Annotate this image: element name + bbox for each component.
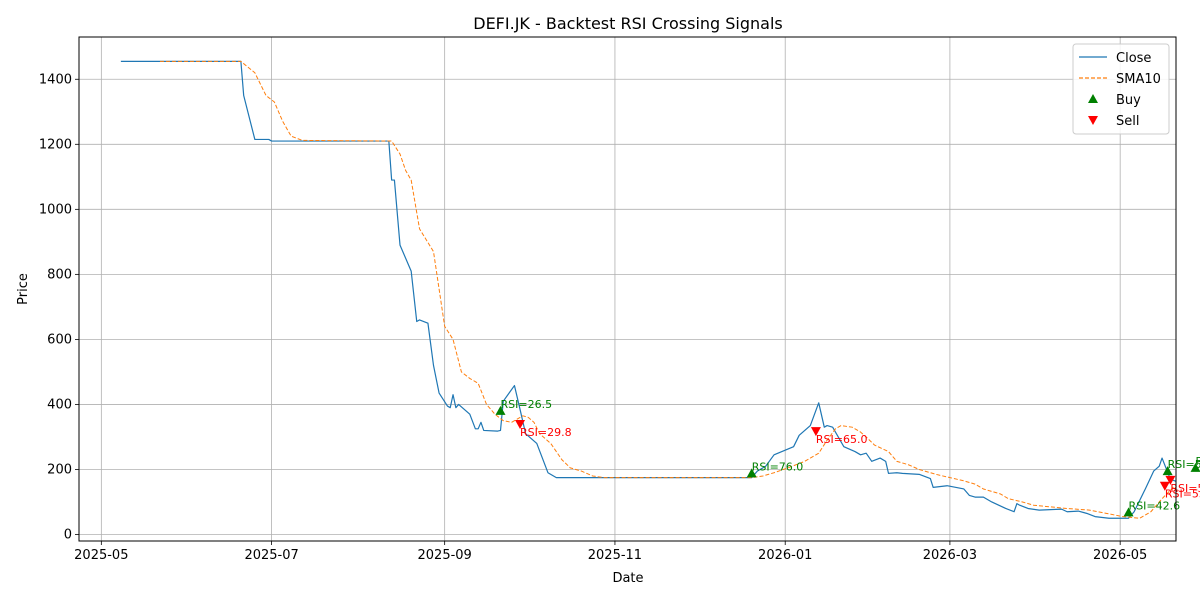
y-tick-label: 0 <box>64 527 72 542</box>
buy-marker <box>495 405 506 415</box>
y-tick-label: 1000 <box>39 202 72 217</box>
plot-frame <box>78 36 1177 542</box>
sell-marker <box>1159 481 1170 491</box>
buy-marker <box>1123 507 1134 517</box>
sell-signal-label: RSI=29.8 <box>520 426 572 439</box>
sell-marker <box>515 419 526 429</box>
sell-signal-label: RSI=57.5 <box>1170 482 1200 495</box>
legend-swatch-buy <box>1088 94 1098 103</box>
series-line-sma10 <box>159 60 1176 519</box>
buy-signal-label: RSI=42.6 <box>1129 499 1181 512</box>
chart-title: DEFI.JK - Backtest RSI Crossing Signals <box>473 14 783 33</box>
y-tick-label: 400 <box>47 397 72 412</box>
sell-signal-label: RSI=55.5 <box>1165 488 1200 501</box>
sell-marker <box>810 427 821 437</box>
x-tick-label: 2026-05 <box>1093 548 1147 563</box>
sell-marker <box>1165 475 1176 485</box>
legend-label-sma10: SMA10 <box>1116 72 1161 87</box>
series-line-close <box>120 60 1176 519</box>
y-tick-label: 1400 <box>39 72 72 87</box>
legend-box <box>1072 43 1170 135</box>
buy-signal-label: RSI=76.0 <box>752 460 804 473</box>
x-axis-label: Date <box>612 571 643 586</box>
buy-marker <box>1190 462 1200 472</box>
legend: Close SMA10 Buy Sell <box>1072 43 1170 135</box>
axes: 0 200 400 600 800 1000 1200 1400 2025-05 2025-07 2… <box>39 72 1147 563</box>
x-tick-label: 2025-05 <box>74 548 128 563</box>
buy-marker <box>746 468 757 478</box>
y-tick-label: 200 <box>47 462 72 477</box>
x-tick-label: 2026-03 <box>923 548 977 563</box>
y-axis-label: Price <box>16 273 31 305</box>
legend-swatch-sell <box>1088 116 1098 125</box>
legend-label-buy: Buy <box>1116 93 1141 108</box>
series-layer <box>120 60 1176 519</box>
x-tick-label: 2025-11 <box>588 548 642 563</box>
y-tick-label: 800 <box>47 267 72 282</box>
x-tick-label: 2026-01 <box>758 548 812 563</box>
x-tick-label: 2025-07 <box>244 548 298 563</box>
y-tick-label: 600 <box>47 332 72 347</box>
legend-label-sell: Sell <box>1116 114 1139 129</box>
buy-signal-label: RSI=63.4 <box>1196 455 1200 468</box>
grid <box>79 37 1176 541</box>
y-tick-label: 1200 <box>39 137 72 152</box>
x-tick-label: 2025-09 <box>418 548 472 563</box>
buy-marker <box>1162 466 1173 476</box>
sell-signal-label: RSI=65.0 <box>816 433 868 446</box>
signal-markers: RSI=26.5RSI=76.0RSI=42.6RSI=53.1RSI=63.4… <box>495 398 1200 517</box>
legend-label-close: Close <box>1116 51 1151 66</box>
buy-signal-label: RSI=26.5 <box>500 398 552 411</box>
